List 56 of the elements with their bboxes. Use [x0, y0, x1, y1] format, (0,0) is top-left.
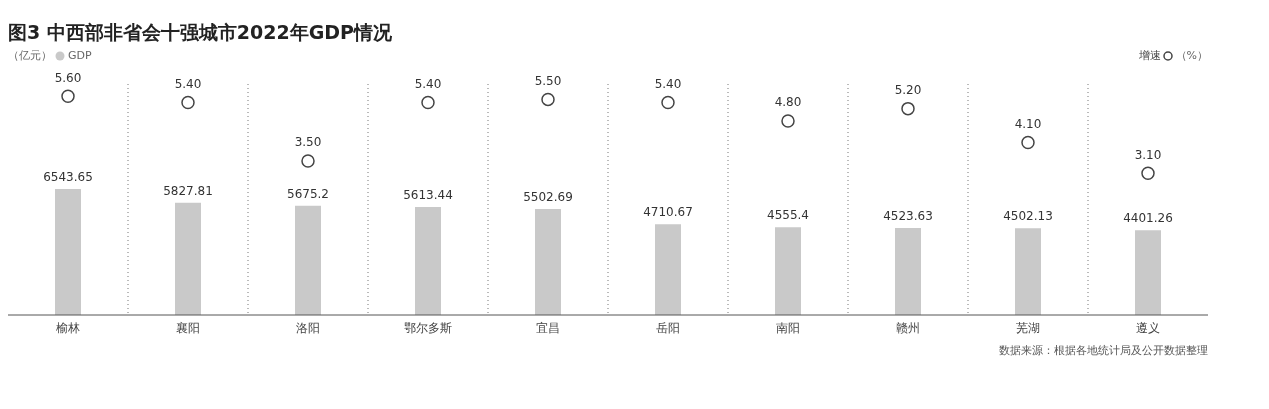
data-label: 5.20: [894, 83, 922, 98]
data-label: 4.80: [774, 95, 802, 110]
bar: [1135, 230, 1161, 315]
chart-title: 图3 中西部非省会十强城市2022年GDP情况: [8, 20, 393, 45]
bar: [175, 202, 201, 315]
data-label: 4523.63: [883, 208, 933, 223]
point: [1021, 135, 1035, 150]
x-tick-label: 鄂尔多斯: [404, 320, 452, 335]
bar: [415, 206, 441, 315]
bar: [535, 209, 561, 315]
bar: [55, 189, 81, 315]
source-note: 数据来源：根据各地统计局及公开数据整理: [998, 343, 1208, 358]
point: [1141, 166, 1155, 181]
data-label: 4710.67: [643, 205, 693, 220]
data-label: 5675.2: [287, 186, 329, 201]
x-tick-label: 榆林: [56, 320, 80, 335]
point: [661, 95, 675, 110]
data-label: 5.50: [534, 73, 562, 88]
data-label: 5.40: [654, 76, 682, 91]
point: [301, 154, 315, 168]
text: 增速: [1138, 49, 1162, 62]
data-label: 4555.4: [767, 208, 809, 223]
data-label: 4.10: [1014, 117, 1042, 132]
x-tick-label: 遵义: [1136, 320, 1160, 335]
x-tick-label: 襄阳: [176, 320, 200, 335]
data-label: 3.10: [1134, 147, 1162, 162]
point: [781, 114, 795, 128]
x-tick-label: 宜昌: [536, 320, 560, 335]
data-label: 6543.65: [43, 170, 93, 185]
bar: [895, 227, 921, 315]
legend-label: GDP: [67, 49, 92, 62]
data-label: 5.60: [54, 70, 82, 85]
point: [61, 89, 75, 104]
x-tick-label: 岳阳: [656, 320, 680, 335]
data-label: 5613.44: [403, 187, 453, 202]
point: [181, 95, 195, 110]
y2-axis-title: （%）: [1175, 49, 1208, 62]
bar: [1015, 228, 1041, 315]
bar: [655, 224, 681, 315]
point: [901, 101, 915, 116]
y-axis-title: （亿元）: [8, 49, 52, 62]
data-label: 5.40: [414, 76, 442, 91]
x-tick-label: 洛阳: [296, 320, 320, 335]
point: [421, 95, 435, 110]
data-label: 3.50: [294, 135, 322, 150]
data-label: 4401.26: [1123, 211, 1173, 226]
point: [541, 92, 555, 107]
data-label: 5827.81: [163, 183, 213, 198]
x-tick-label: 赣州: [896, 320, 920, 335]
data-label: 5502.69: [523, 190, 573, 205]
bar: [775, 227, 801, 315]
x-tick-label: 芜湖: [1016, 320, 1040, 335]
data-label: 4502.13: [1003, 209, 1053, 224]
x-tick-label: 南阳: [776, 320, 800, 335]
data-label: 5.40: [174, 76, 202, 91]
bar: [295, 205, 321, 315]
